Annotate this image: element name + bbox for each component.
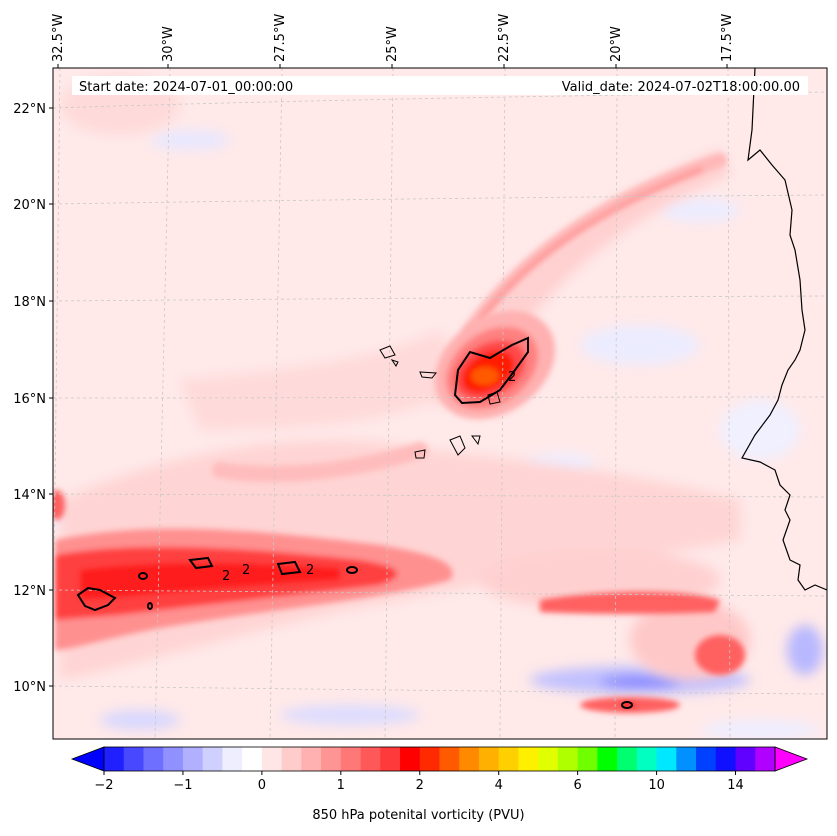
colorbar-segment [439, 747, 460, 771]
colorbar-segment [617, 747, 638, 771]
contour-label: 2 [242, 563, 250, 578]
pv-band-south [53, 490, 745, 713]
colorbar-segment [636, 747, 658, 771]
colorbar-segment [735, 747, 756, 771]
colorbar-tick-label: 2 [416, 778, 424, 793]
colorbar-frame [103, 746, 776, 772]
colorbar-segment [222, 747, 243, 771]
colorbar-extend-max [774, 746, 809, 772]
info-bar [72, 76, 808, 95]
colorbar-segment [261, 747, 283, 771]
longitude-label: 27.5°W [273, 14, 288, 62]
colorbar-segment [676, 747, 697, 771]
valid-date-label: Valid_date: 2024-07-02T18:00:00.00 [562, 80, 800, 95]
colorbar-tick-label: 10 [648, 778, 665, 793]
latitude-label: 22°N [13, 102, 46, 117]
colorbar-segment [182, 747, 204, 771]
colorbar-segment [577, 747, 598, 771]
colorbar-segment [715, 747, 737, 771]
colorbar-segment [518, 747, 539, 771]
colorbar-segment [163, 747, 184, 771]
colorbar-segment [597, 747, 618, 771]
colorbar-segment [301, 747, 322, 771]
colorbar-segment [202, 747, 223, 771]
colorbar-tick-label: −2 [94, 778, 113, 793]
longitude-label: 17.5°W [720, 14, 735, 62]
colorbar-tick-label: 6 [574, 778, 582, 793]
colorbar-segment [478, 747, 500, 771]
colorbar-segment [557, 747, 579, 771]
longitude-label: 30°W [161, 26, 176, 62]
colorbar-tick-label: −1 [173, 778, 192, 793]
latitude-label: 10°N [13, 680, 46, 695]
latitude-labels: 22°N 20°N 18°N 16°N 14°N 12°N 10°N [13, 102, 53, 695]
colorbar-label: 850 hPa potenital vorticity (PVU) [312, 808, 525, 823]
map-frame [52, 67, 828, 740]
longitude-label: 22.5°W [497, 14, 512, 62]
contour-label: 2 [508, 370, 516, 385]
latitude-label: 12°N [13, 584, 46, 599]
colorbar-tick-label: 1 [337, 778, 345, 793]
colorbar-segment [340, 747, 362, 771]
colorbar-segment [696, 747, 717, 771]
colorbar-segment [400, 747, 421, 771]
longitude-label: 32.5°W [51, 14, 66, 62]
colorbar-segment [321, 747, 342, 771]
longitude-label: 25°W [385, 26, 400, 62]
colorbar-ticks: −2 −1 0 1 2 4 6 10 14 [94, 771, 744, 793]
contour-label: 2 [306, 563, 314, 578]
africa-coastline [741, 68, 827, 591]
pv-2-contours [76, 336, 633, 709]
contour-labels: 2 2 2 2 [222, 370, 516, 584]
latitude-label: 18°N [13, 295, 46, 310]
colorbar-tick-label: 0 [258, 778, 266, 793]
contour-label: 2 [222, 569, 230, 584]
colorbar-segment [538, 747, 559, 771]
colorbar-tick-label: 14 [727, 778, 744, 793]
latitude-label: 14°N [13, 488, 46, 503]
colorbar-segment [123, 747, 144, 771]
colorbar-segment [360, 747, 381, 771]
longitude-label: 20°W [609, 26, 624, 62]
colorbar-segment [459, 747, 480, 771]
pv-filament [212, 153, 727, 482]
colorbar-segment [242, 747, 263, 771]
colorbar-segment [380, 747, 401, 771]
colorbar-tick-label: 4 [495, 778, 503, 793]
colorbar-segment [498, 747, 519, 771]
latitude-label: 16°N [13, 392, 46, 407]
colorbar-segment [143, 747, 164, 771]
colorbar-extend-min [70, 746, 105, 772]
pv-maximum-north [435, 310, 555, 420]
latitude-label: 20°N [13, 198, 46, 213]
colorbar-segment [281, 747, 302, 771]
pv-field: 2 2 2 2 [53, 68, 827, 739]
colorbar-segment [419, 747, 440, 771]
colorbar-segment [104, 747, 125, 771]
longitude-labels: 32.5°W 30°W 27.5°W 25°W 22.5°W 20°W 17.5°W [51, 14, 735, 68]
colorbar-segment [755, 747, 776, 771]
colorbar-segment [656, 747, 677, 771]
start-date-label: Start date: 2024-07-01_00:00:00 [79, 80, 293, 95]
colorbar [70, 746, 809, 772]
